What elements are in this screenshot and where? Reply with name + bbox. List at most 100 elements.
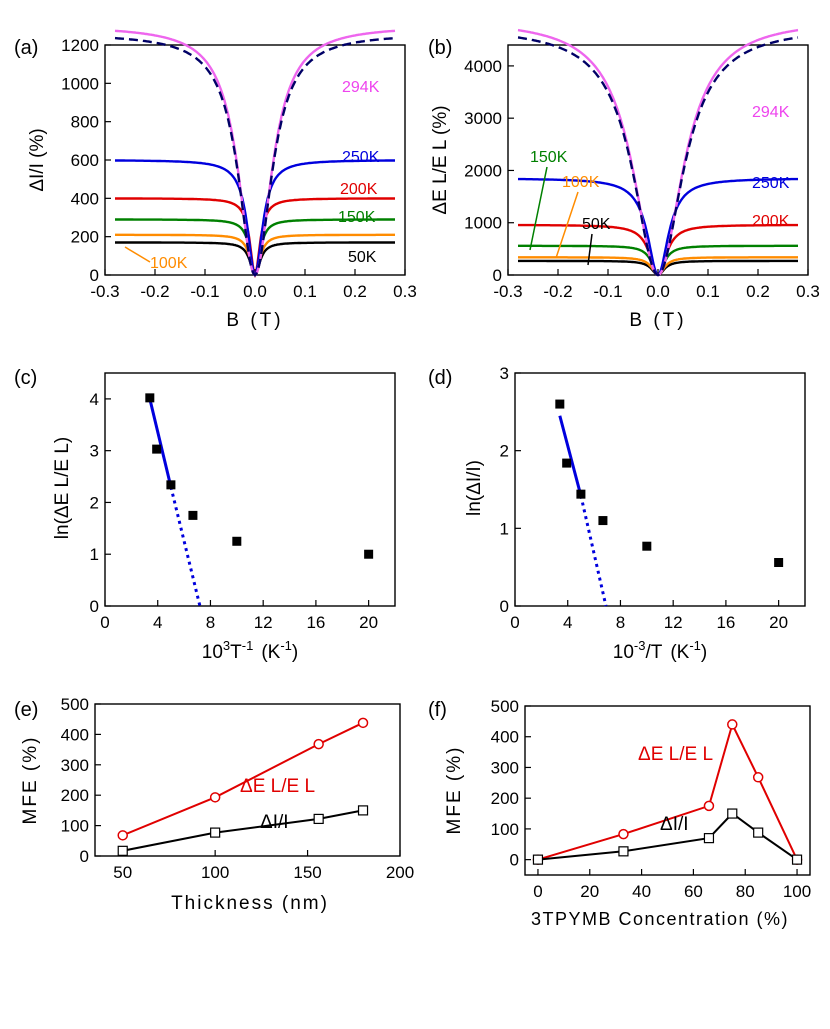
panel-d-point-2 — [576, 489, 586, 499]
panel-c-xlabel-sup1: 3 — [223, 638, 230, 653]
panel-b-fit-294K — [517, 36, 799, 277]
panel-c-xtick-label: 12 — [254, 613, 273, 632]
panel-d-xtick-label: 20 — [769, 613, 788, 632]
panel-a-xtick-label: 0.2 — [343, 282, 367, 301]
panel-e-series-0-line — [122, 721, 364, 837]
panel-f-series-1-point — [727, 808, 738, 819]
panel-c-point-0 — [145, 393, 155, 403]
panel-c-point-5 — [364, 549, 374, 559]
panel-c-ytick-label: 1 — [90, 545, 99, 564]
panel-e-ytick-label: 200 — [61, 786, 89, 805]
panel-a-curve-label-100K: 100K — [150, 255, 188, 272]
panel-d-xlabel-end: ) — [701, 642, 707, 663]
panel-f-xtick-label: 40 — [632, 882, 651, 901]
panel-d-label: (d) — [428, 367, 452, 389]
panel-d-point-4 — [642, 541, 652, 551]
panel-e-ylabel: MFE (%) — [20, 736, 41, 825]
panel-f-ytick-label: 100 — [491, 820, 519, 839]
panel-a-curve-label-200K: 200K — [340, 181, 378, 198]
panel-f-frame — [524, 705, 811, 876]
panel-f-annotation-el: ΔE L/E L — [638, 744, 713, 765]
panel-c-xlabel-main: 10 — [202, 642, 223, 663]
panel-b-ylabel: ΔE L/E L (%) — [430, 105, 451, 214]
panel-e-annotation-i: ΔI/I — [260, 812, 289, 833]
panel-b-curve-label-294K: 294K — [752, 104, 790, 121]
panel-f-series-0-point — [703, 800, 715, 812]
panel-c-point-2 — [166, 480, 176, 490]
panel-e-series-1-point — [117, 845, 128, 856]
panel-f-series-1-point — [753, 827, 764, 838]
panel-e-ytick-label: 0 — [80, 847, 89, 866]
panel-f-xtick-label: 0 — [533, 882, 542, 901]
panel-a-curve-label-150K: 150K — [338, 209, 376, 226]
panel-b-curve-label-100K: 100K — [562, 174, 600, 191]
panel-a-ylabel: ΔI/I (%) — [27, 128, 48, 191]
panel-b-label: (b) — [428, 37, 452, 59]
panel-d-ytick-label: 3 — [500, 364, 509, 383]
panel-c-point-1 — [152, 444, 162, 454]
panel-e-frame — [94, 703, 401, 857]
panel-d-ytick-label: 0 — [500, 597, 509, 616]
panel-b-xtick-label: -0.3 — [493, 282, 522, 301]
panel-b-ytick-label: 0 — [493, 266, 502, 285]
panel-f-series-1-line — [537, 812, 798, 861]
panel-f-plot: 0 20 40 60 80 100 0 100 200 300 400 500 — [491, 697, 812, 901]
panel-a-xtick-label: 0.0 — [243, 282, 267, 301]
panel-b-xtick-label: 0.1 — [696, 282, 720, 301]
panel-c-point-3 — [188, 510, 198, 520]
panel-a-curve-label-250K: 250K — [342, 149, 380, 166]
panel-d-ylabel: ln(ΔI/I) — [464, 460, 485, 516]
panel-e-label: (e) — [14, 699, 38, 721]
panel-f-series-0-point — [752, 772, 764, 783]
panel-e-xlabel: Thickness (nm) — [171, 893, 329, 914]
panel-b-ytick-label: 4000 — [464, 57, 502, 76]
panel-a-xtick-label: 0.1 — [293, 282, 317, 301]
panel-a-xtick-label: 0.3 — [393, 282, 417, 301]
panel-d-xlabel-unit: (K — [670, 642, 689, 663]
panel-f-series-0-point — [618, 828, 629, 840]
panel-f-series-1-point — [618, 846, 629, 857]
panel-b-curve-label-50K: 50K — [582, 216, 611, 233]
panel-d-xlabel-mid: /T — [645, 642, 662, 663]
panel-c-xtick-label: 8 — [206, 613, 215, 632]
panel-d-ytick-label: 1 — [500, 519, 509, 538]
panel-e-series-0-point — [313, 738, 324, 750]
panel-c-xlabel-end: ) — [292, 642, 298, 663]
panel-c-ytick-label: 2 — [90, 493, 99, 512]
panel-f-ytick-label: 300 — [491, 758, 519, 777]
panel-f-xlabel: 3TPYMB Concentration (%) — [531, 909, 789, 929]
panel-c-ytick-label: 4 — [90, 390, 99, 409]
panel-d-point-3 — [598, 516, 608, 526]
panel-c-frame — [104, 372, 396, 607]
panel-c-xtick-label: 0 — [100, 613, 109, 632]
panel-f-label: (f) — [428, 699, 447, 721]
panel-a-curve-label-50K: 50K — [348, 249, 377, 266]
panel-a-ytick-label: 400 — [71, 189, 99, 208]
panel-d-xtick-label: 12 — [664, 613, 683, 632]
panel-a-xtick-label: -0.2 — [140, 282, 169, 301]
panel-e-plot: 50 100 150 200 0 100 200 300 400 500 — [61, 695, 415, 882]
panel-d-xtick-label: 0 — [510, 613, 519, 632]
panel-a-ytick-label: 800 — [71, 113, 99, 132]
panel-c-fit-solid — [148, 398, 173, 488]
panel-c-xtick-label: 20 — [359, 613, 378, 632]
panel-f-ytick-label: 0 — [510, 851, 519, 870]
panel-b-xtick-label: -0.2 — [543, 282, 572, 301]
panel-a-label: (a) — [14, 37, 38, 59]
panel-a-xlabel: B (T) — [226, 310, 283, 331]
panel-f: (f) 0 20 40 60 80 100 0 100 200 300 400 500 MFE (%)… — [428, 697, 811, 929]
panel-b-plot: -0.3 -0.2 -0.1 0.0 0.1 0.2 0.3 0 1000 2000 3000 400… — [464, 28, 820, 301]
panel-b-ytick-label: 2000 — [464, 161, 502, 180]
panel-e-series-1-point — [313, 813, 324, 825]
panel-c-xlabel: 103T-1 (K-1) — [202, 638, 298, 663]
panel-b-xtick-label: 0.2 — [746, 282, 770, 301]
panel-f-series-0-line — [537, 721, 798, 861]
panel-e-xtick-label: 200 — [386, 863, 414, 882]
panel-b-xtick-label: -0.1 — [593, 282, 622, 301]
panel-b-50K-pointer — [587, 233, 593, 266]
panel-c-xlabel-sup2: -1 — [242, 638, 254, 653]
panel-c-xlabel-sup3: -1 — [280, 638, 292, 653]
panel-b-curve-label-150K: 150K — [530, 149, 568, 166]
panel-f-series-1-point — [532, 854, 544, 865]
